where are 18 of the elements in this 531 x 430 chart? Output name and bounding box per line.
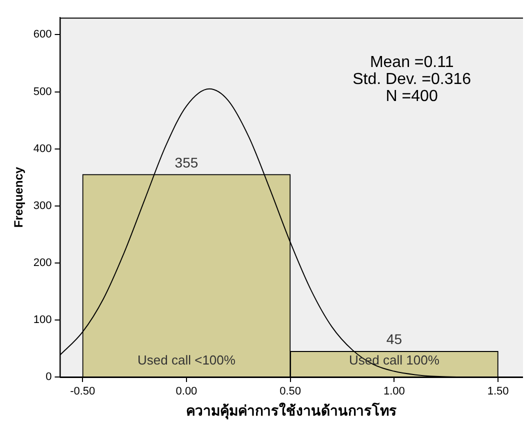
x-tick-label: 0.00 [176, 386, 198, 398]
y-tick-label: 600 [33, 28, 52, 41]
y-tick-label: 500 [33, 86, 52, 98]
x-tick-label: -0.50 [70, 386, 96, 398]
annotation: Mean =0.11 Std. Dev. =0.316 N =400 [352, 54, 472, 106]
x-tick-label: 0.50 [280, 386, 302, 398]
y-tick-label: 100 [33, 314, 52, 326]
data-label: 45 [386, 331, 402, 348]
y-tick-label: 300 [33, 200, 52, 212]
y-tick-label: 200 [33, 256, 52, 269]
annotation: Used call <100% [138, 352, 236, 368]
data-label: 355 [174, 154, 198, 170]
y-tick-label: 400 [33, 142, 52, 155]
x-tick-label: 1.50 [487, 386, 509, 398]
x-axis-title: ความคุ้มค่าการใช้งานด้านการโทร [186, 401, 397, 420]
y-axis-title: Frequency [12, 166, 26, 228]
x-tick-label: 1.00 [383, 386, 405, 398]
y-tick-label: 0 [46, 371, 52, 384]
